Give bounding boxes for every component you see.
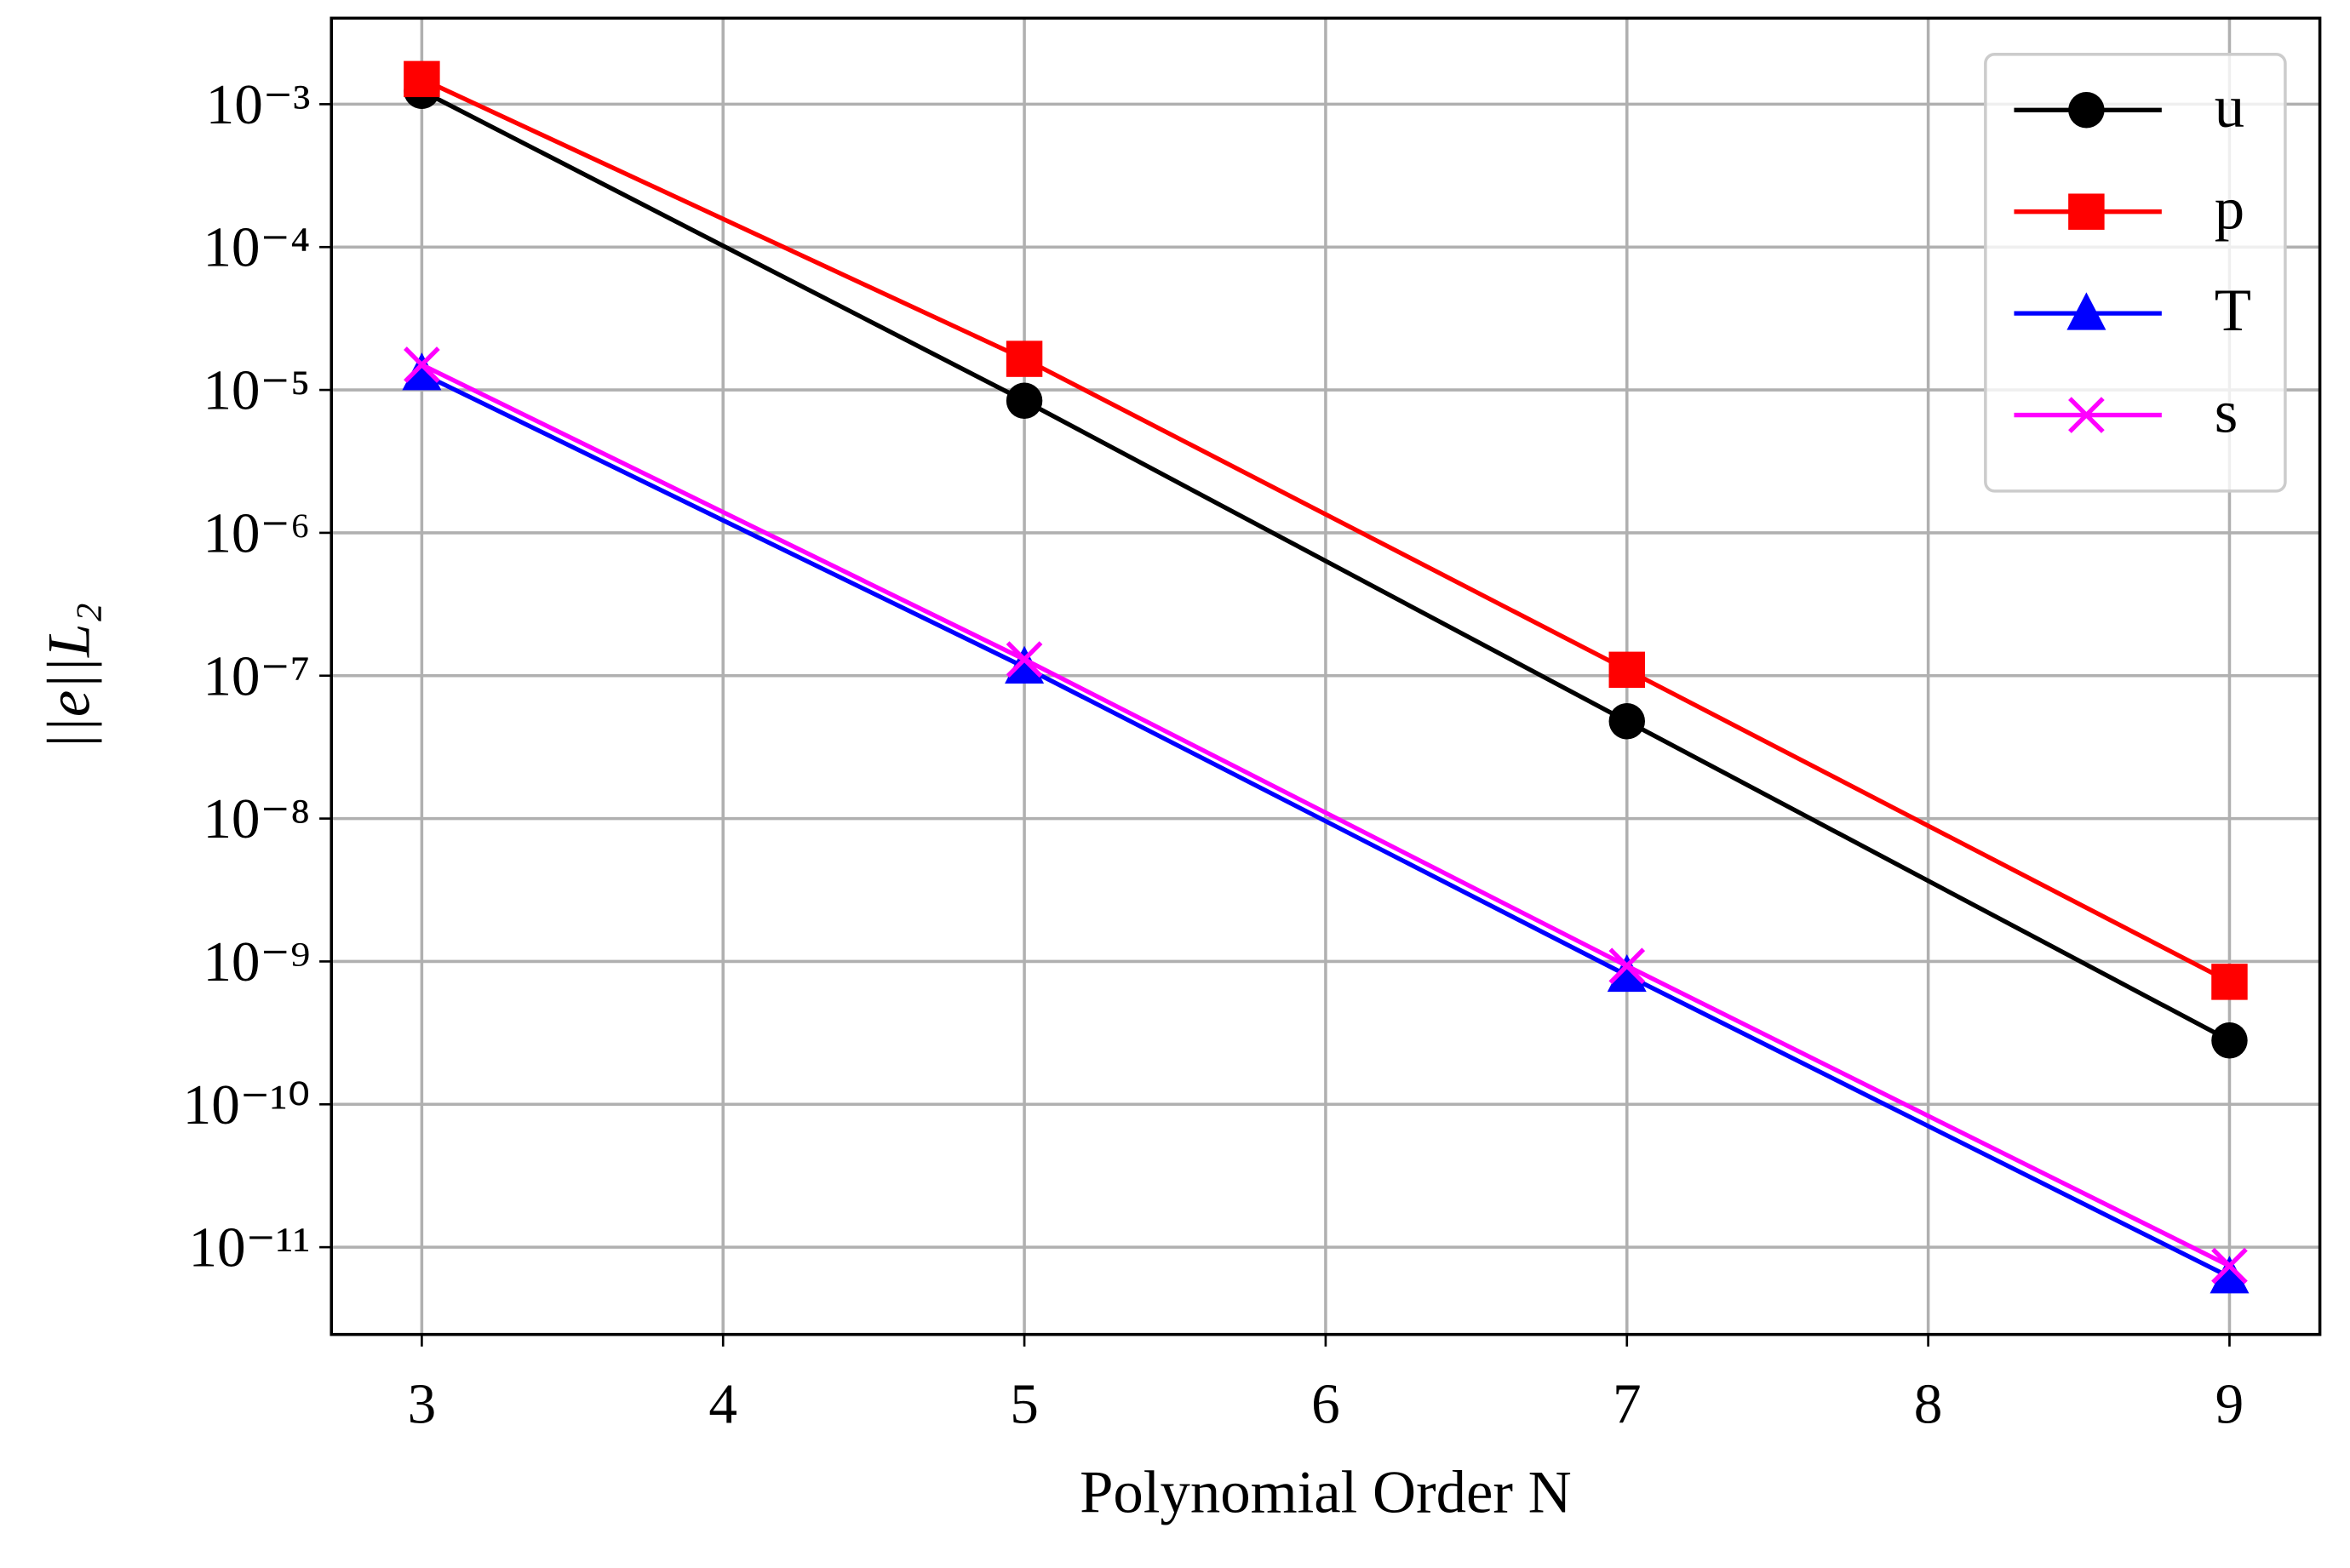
legend-marker [2066,292,2106,330]
y-tick-label: 10⁻³ [206,72,311,136]
x-tick-label: 6 [1311,1372,1340,1436]
marker [1608,703,1645,740]
x-tick-label: 8 [1914,1372,1943,1436]
marker [1608,947,1646,985]
y-tick-label: 10⁻⁷ [203,644,310,707]
series-line [421,89,2231,1043]
y-tick-label: 10⁻¹⁰ [183,1073,311,1136]
x-tick-label: 9 [2215,1372,2244,1436]
legend-label: u [2215,74,2244,140]
y-tick-label: 10⁻⁵ [203,358,310,422]
legend-box [1984,53,2287,493]
marker [2211,1022,2248,1059]
marker [402,352,442,391]
legend-marker [2068,397,2105,433]
marker [404,60,440,98]
legend-label: p [2215,175,2244,242]
marker [2211,964,2248,1000]
y-tick-label: 10⁻¹¹ [188,1216,310,1279]
series-line [421,77,2231,984]
y-axis-label: ||e||L₂ [37,603,103,750]
legend-label: T [2215,278,2251,344]
series-line [421,363,2231,1268]
marker [2211,1247,2248,1285]
x-tick-label: 3 [408,1372,437,1436]
legend-marker [2068,92,2105,129]
legend-label: s [2215,379,2238,445]
x-axis-label: Polynomial Order N [1080,1460,1572,1526]
marker [1006,382,1043,420]
x-tick-label: 5 [1010,1372,1039,1436]
plot-frame [330,16,2322,1336]
y-tick-label: 10⁻⁶ [203,501,310,564]
legend-marker [2068,193,2105,230]
marker [1006,641,1043,678]
y-tick-label: 10⁻⁸ [203,787,310,850]
series-line [421,371,2231,1279]
x-tick-label: 7 [1613,1372,1642,1436]
marker [1607,953,1647,993]
marker [1006,340,1043,377]
marker [404,346,440,383]
x-tick-label: 4 [708,1372,737,1436]
marker [1005,645,1045,684]
marker [1608,651,1645,689]
y-tick-label: 10⁻⁹ [203,930,310,993]
marker [2210,1256,2250,1294]
y-tick-label: 10⁻⁴ [203,215,310,279]
